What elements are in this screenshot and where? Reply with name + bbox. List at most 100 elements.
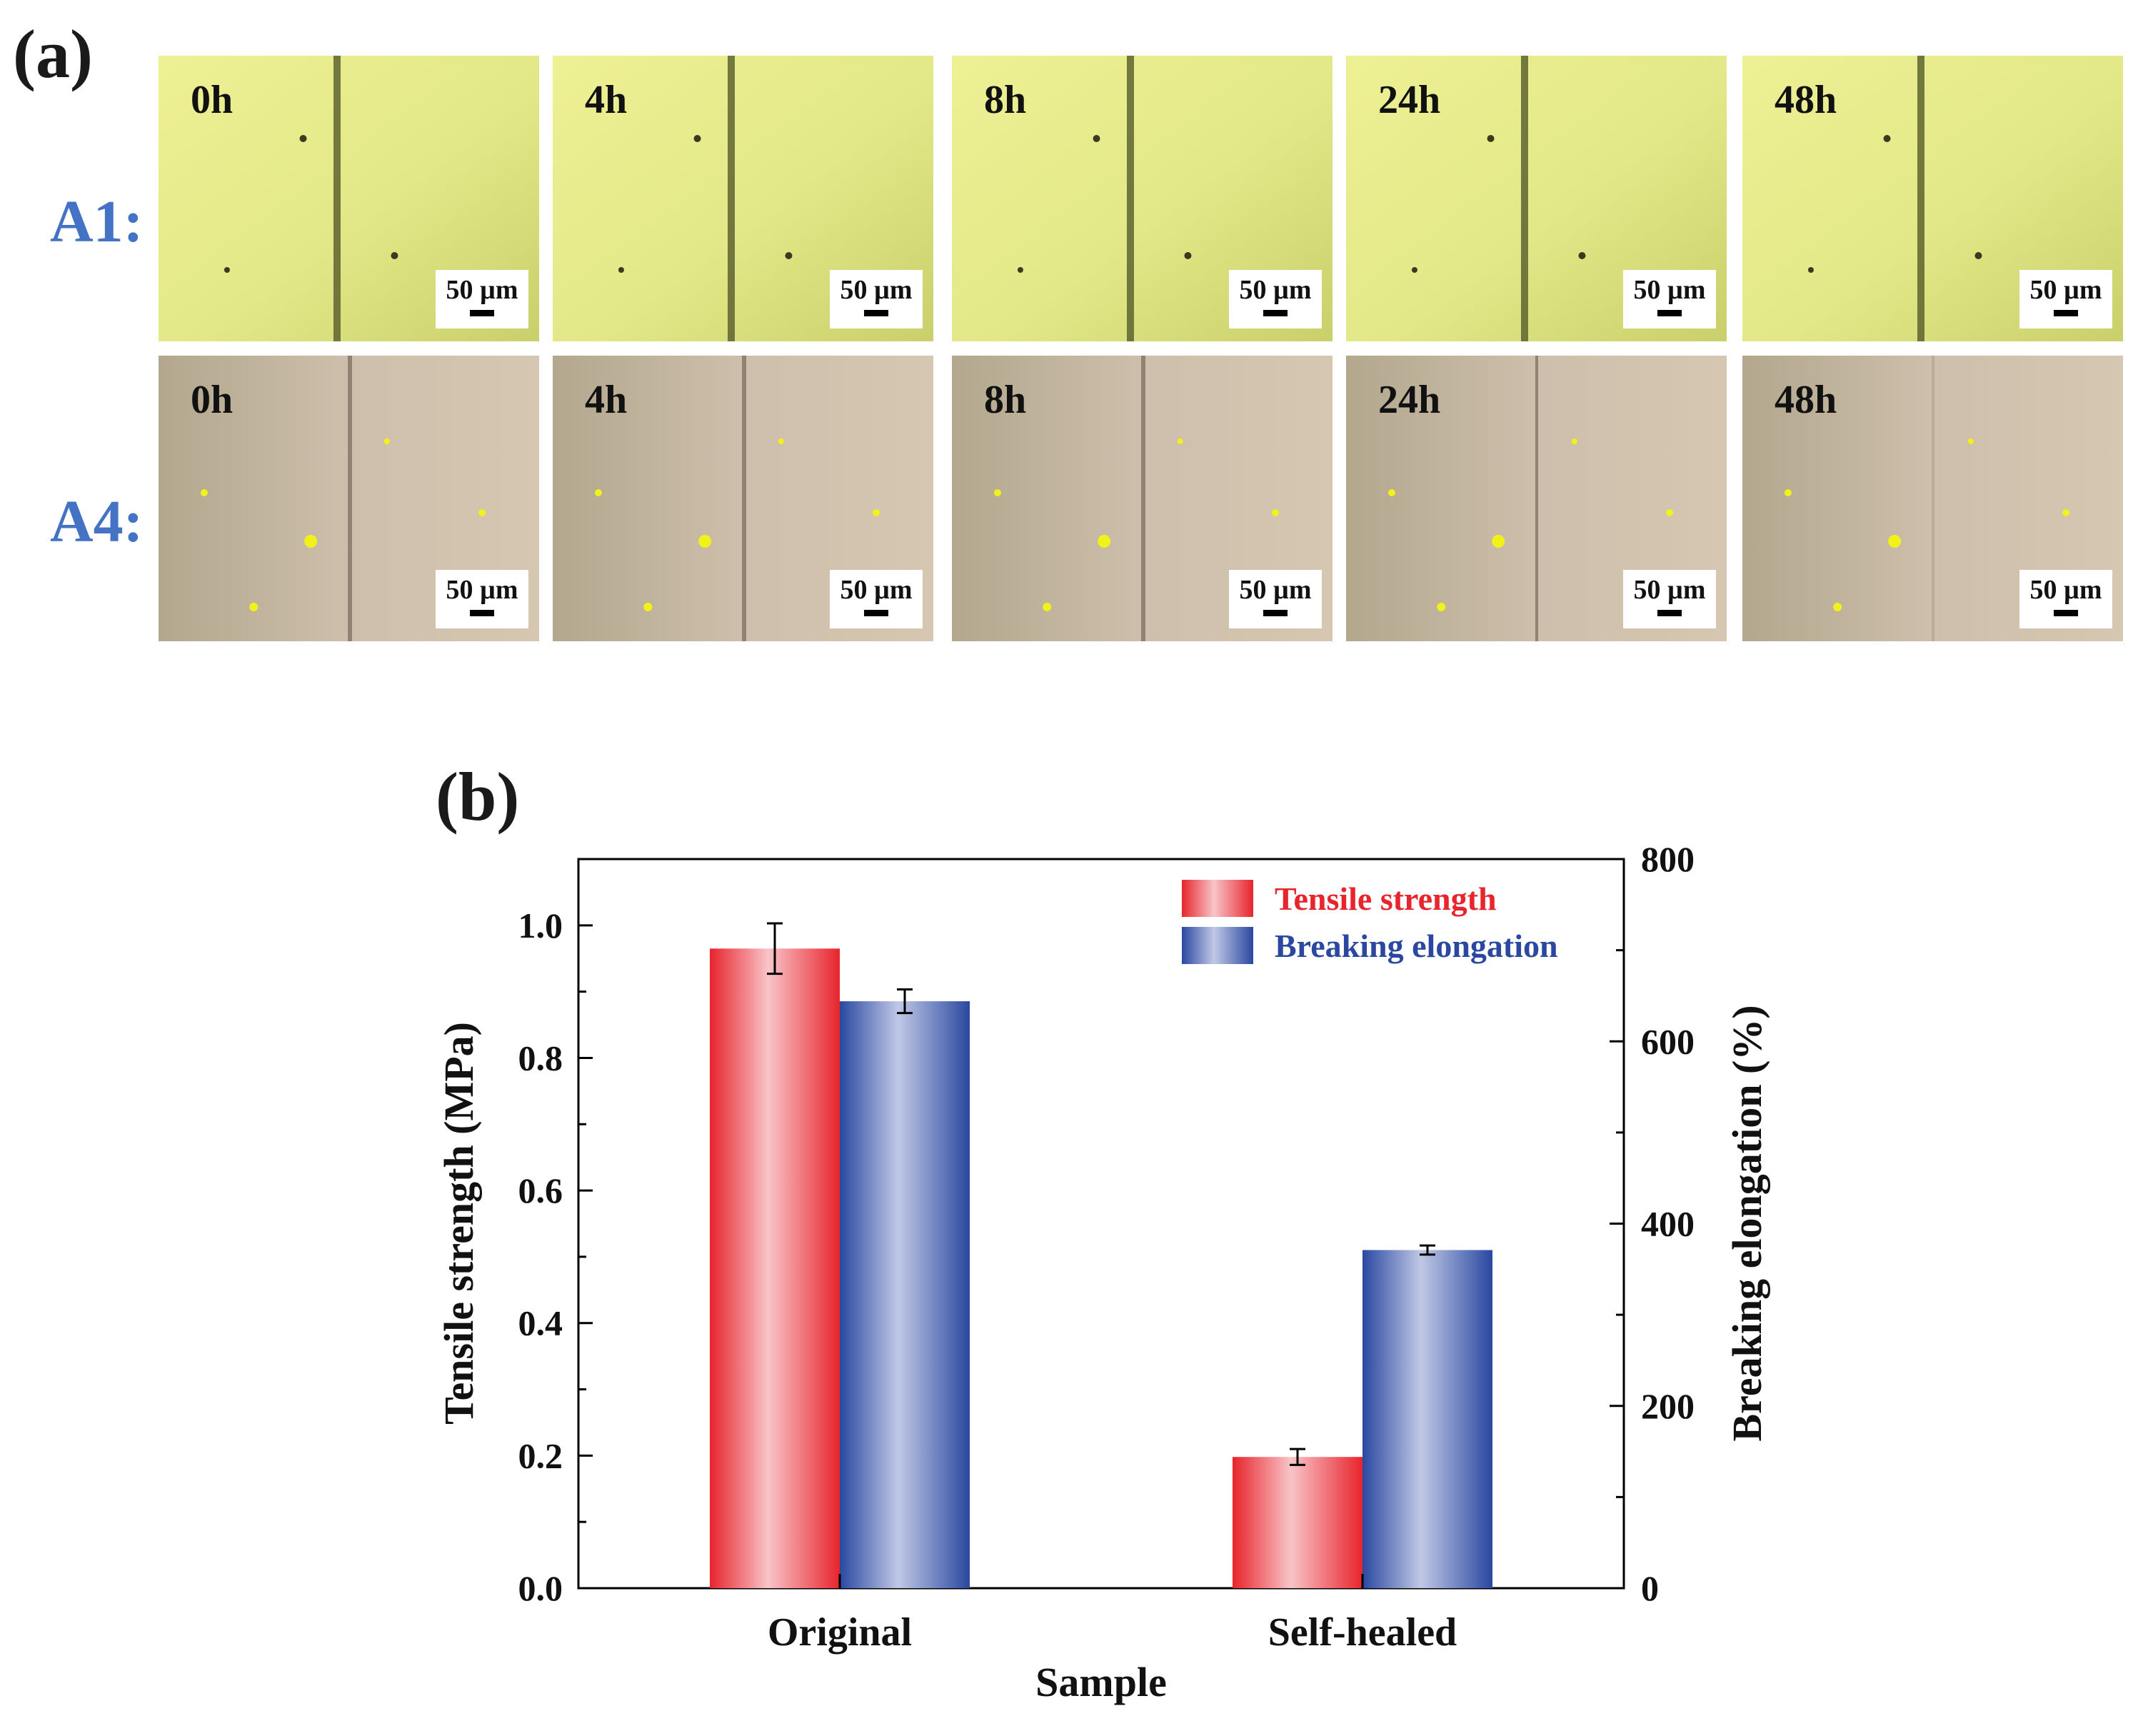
time-label: 4h xyxy=(585,78,627,122)
micrograph-tile: 8h 50 µm xyxy=(952,56,1333,341)
bar-tensile-strength xyxy=(710,948,840,1588)
y-tick-label: 0.0 xyxy=(518,1568,563,1608)
row-label: A1: xyxy=(50,189,144,255)
time-label: 0h xyxy=(191,378,233,422)
crack-line xyxy=(1521,56,1528,341)
crack-line xyxy=(333,56,341,341)
speck xyxy=(785,252,793,259)
crack-line xyxy=(742,356,746,641)
scale-bar-label: 50 µm xyxy=(446,275,518,305)
scale-bar xyxy=(1263,610,1288,616)
speck xyxy=(391,252,398,259)
scale-bar-box xyxy=(2019,570,2112,628)
crack-line xyxy=(1932,356,1934,641)
scale-bar-label: 50 µm xyxy=(446,575,518,605)
speck xyxy=(1883,135,1891,142)
x-tick-label: Self-healed xyxy=(1268,1610,1457,1655)
scale-bar xyxy=(470,610,494,616)
speck xyxy=(383,438,390,444)
scale-bar xyxy=(864,610,888,616)
bar-tensile-strength xyxy=(1233,1457,1362,1588)
row-label: A4: xyxy=(50,488,144,555)
scale-bar-box xyxy=(1623,270,1716,328)
y2-tick-label: 0 xyxy=(1641,1568,1659,1608)
time-label: 8h xyxy=(984,378,1026,422)
speck xyxy=(1807,267,1814,273)
speck xyxy=(224,267,230,273)
micrograph-tile: 8h 50 µm xyxy=(952,356,1333,641)
crack-line xyxy=(1917,56,1924,341)
speck xyxy=(478,509,486,516)
time-label: 0h xyxy=(191,78,233,122)
scale-bar xyxy=(2054,610,2078,616)
legend-swatch-elongation xyxy=(1182,927,1253,964)
speck xyxy=(594,489,602,496)
scale-bar-label: 50 µm xyxy=(1239,575,1311,605)
bars-group xyxy=(710,922,1492,1588)
micrograph-tile: 4h 50 µm xyxy=(553,56,933,341)
micrograph-tile: 48h 50 µm xyxy=(1742,356,2123,641)
axes-group: 0.0 0.2 0.4 0.6 0.8 1.0 0 200 400 600 800 Original S… xyxy=(518,839,1695,1655)
speck xyxy=(1492,535,1505,548)
panel-a-label: (a) xyxy=(13,16,93,92)
speck xyxy=(873,509,880,516)
scale-bar-label: 50 µm xyxy=(840,275,912,305)
micrograph-tile: 24h 50 µm xyxy=(1346,356,1727,641)
speck xyxy=(643,603,653,611)
scale-bar-box xyxy=(1229,270,1322,328)
legend: Tensile strength Breaking elongation xyxy=(1182,880,1558,964)
speck xyxy=(1784,489,1792,496)
speck xyxy=(249,603,259,611)
micrograph-tile: 0h 50 µm xyxy=(159,356,539,641)
speck xyxy=(1177,438,1183,444)
scale-bar-box xyxy=(830,570,923,628)
scale-bar-label: 50 µm xyxy=(1239,275,1311,305)
scale-bar-label: 50 µm xyxy=(2029,275,2102,305)
y-tick-label: 0.8 xyxy=(518,1038,563,1078)
y-tick-label: 0.4 xyxy=(518,1303,563,1343)
speck xyxy=(1043,603,1052,611)
micrograph-grid: A1: 0h 50 µm 4h 50 µm 8h 50 µm 24h 50 µm 48h 50 µm… xyxy=(50,56,2123,641)
time-label: 48h xyxy=(1775,378,1837,422)
speck xyxy=(1578,252,1586,259)
speck xyxy=(304,535,318,548)
speck xyxy=(1387,489,1395,496)
speck xyxy=(2062,509,2070,516)
y-tick-label: 1.0 xyxy=(518,905,563,945)
y2-axis-title: Breaking elongation (%) xyxy=(1724,1005,1770,1441)
legend-swatch-tensile xyxy=(1182,880,1253,917)
speck xyxy=(1184,252,1192,259)
micrograph-row: A1: 0h 50 µm 4h 50 µm 8h 50 µm 24h 50 µm 48h 50 µm xyxy=(50,56,2123,341)
speck xyxy=(1437,603,1446,611)
speck xyxy=(1974,252,1982,259)
speck xyxy=(1666,509,1674,516)
crack-line xyxy=(348,356,352,641)
scale-bar xyxy=(1657,310,1682,316)
x-axis-title: Sample xyxy=(1035,1659,1167,1705)
micrograph-tile: 4h 50 µm xyxy=(553,356,933,641)
scale-bar-box xyxy=(830,270,923,328)
legend-label-elongation: Breaking elongation xyxy=(1275,928,1558,964)
x-tick-label: Original xyxy=(768,1610,912,1655)
micrograph-row: A4: 0h 50 µm 4h 50 µm 8h 50 µm 24h 50 µm 48h 50 µm xyxy=(50,356,2123,641)
bar-breaking-elongation xyxy=(1362,1250,1492,1588)
scale-bar xyxy=(864,310,888,316)
speck xyxy=(1272,509,1280,516)
scale-bar-box xyxy=(1623,570,1716,628)
speck xyxy=(1967,438,1974,444)
speck xyxy=(1571,438,1577,444)
speck xyxy=(993,489,1001,496)
speck xyxy=(618,267,624,273)
legend-label-tensile: Tensile strength xyxy=(1275,880,1497,917)
scale-bar xyxy=(2054,310,2078,316)
speck xyxy=(1833,603,1842,611)
micrograph-tile: 48h 50 µm xyxy=(1742,56,2123,341)
speck xyxy=(299,135,307,142)
speck xyxy=(1098,535,1111,548)
scale-bar-label: 50 µm xyxy=(1633,575,1705,605)
speck xyxy=(1411,267,1417,273)
y2-tick-label: 600 xyxy=(1641,1021,1695,1061)
speck xyxy=(1093,135,1100,142)
panel-b-label: (b) xyxy=(436,758,519,835)
